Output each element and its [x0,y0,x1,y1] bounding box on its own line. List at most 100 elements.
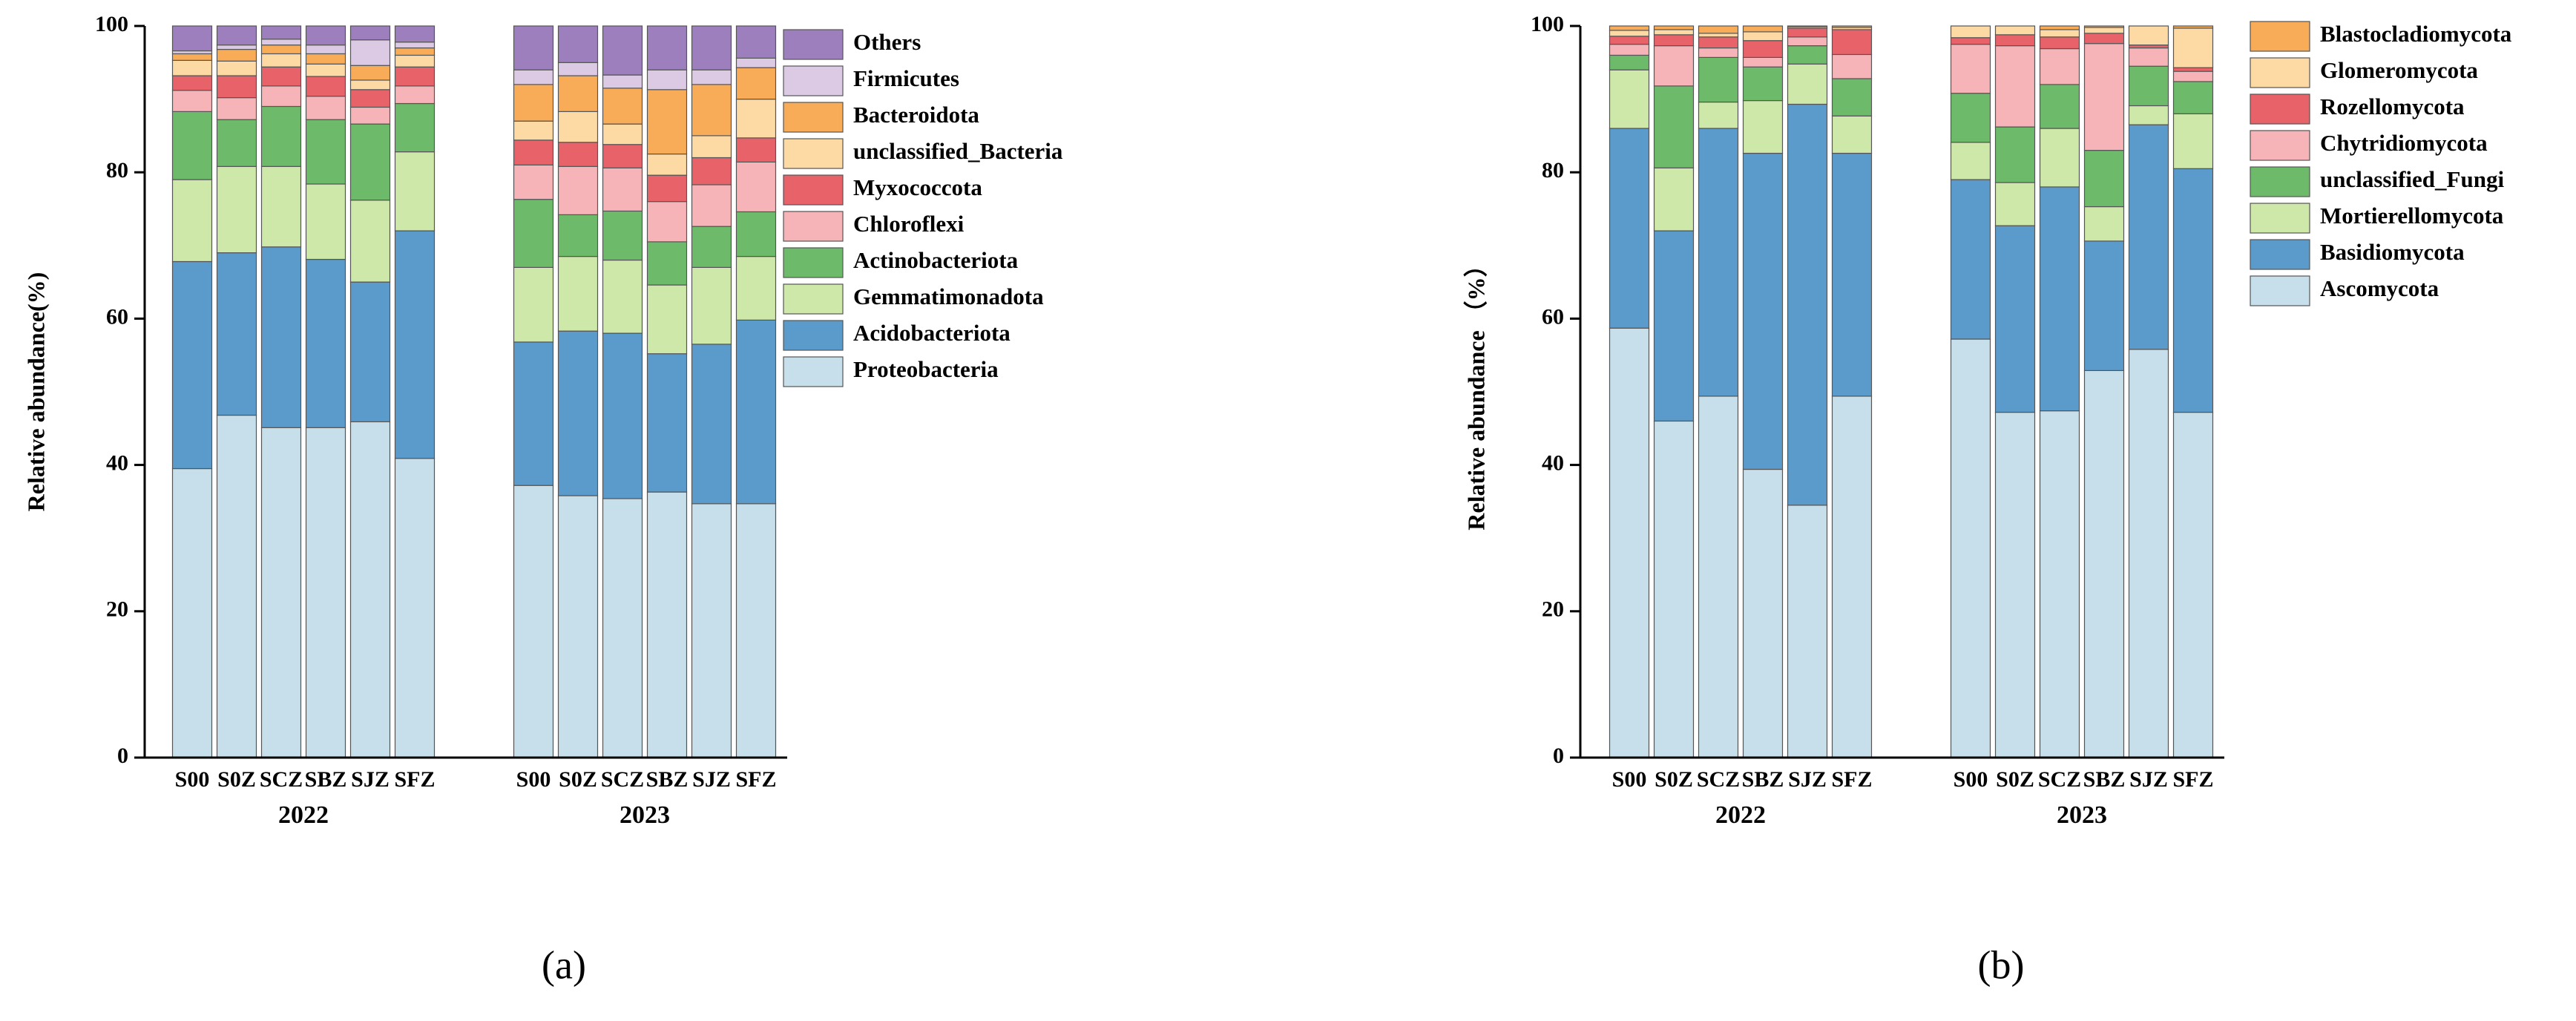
bar-segment [1653,25,1695,30]
bar-segment [602,88,643,125]
bar-segment [1698,33,1739,38]
group-label: 2022 [278,801,329,829]
x-tick-label: SBZ [2083,767,2126,792]
x-tick-label: S00 [1954,767,1988,792]
bar-segment [691,266,732,345]
bar-segment [1609,128,1650,329]
bar-segment [394,66,436,87]
bar-segment [1698,25,1739,34]
bar-segment [1742,56,1784,68]
bar-segment [1994,45,2036,128]
bar-segment [349,200,391,283]
bar-segment [1742,25,1784,33]
bar-segment [691,25,732,70]
y-tick-label: 100 [1531,12,1564,36]
bar-segment [2039,25,2080,30]
bar-segment [171,467,213,758]
bar-segment [216,97,257,120]
bar-segment [691,135,732,159]
bar-segment [735,99,777,139]
bar-segment [1950,37,1991,45]
bar-segment [602,498,643,758]
x-tick-label: SCZ [1697,767,1740,792]
bar-segment [1609,69,1650,129]
bar-segment [1831,25,1873,28]
bar-segment [1950,25,1991,39]
y-tick-label: 60 [1542,304,1564,329]
bar-segment [513,25,554,70]
y-tick-label: 80 [106,158,128,183]
bar-segment [1653,34,1695,47]
bar-segment [602,332,643,499]
bar-segment [1742,468,1784,758]
bar-segment [646,491,688,758]
bar-segment [1950,179,1991,340]
bar-segment [735,255,777,321]
bar-segment [2128,65,2169,107]
bar-segment [305,63,346,77]
bar-segment [557,75,599,112]
bar-segment [691,84,732,137]
x-tick-label: SBZ [1742,767,1784,792]
bar-segment [1698,56,1739,103]
bar-segment [1950,93,1991,143]
bar-segment [260,66,302,87]
legend-label: Ascomycota [2320,275,2439,301]
legend-swatch [783,356,844,387]
x-tick-label: S0Z [1655,767,1693,792]
bar-segment [2039,36,2080,50]
bar-segment [646,353,688,493]
legend-label: Gemmatimonadota [853,283,1044,309]
bar-segment [260,25,302,40]
bar-segment [1950,338,1991,758]
legend-swatch [2250,57,2310,88]
x-tick-label: SFZ [394,767,435,792]
bar-segment [305,258,346,428]
bar-segment [171,260,213,470]
bar-segment [557,214,599,257]
bar-segment [2039,186,2080,412]
bar-segment [1742,66,1784,102]
bar-segment [349,421,391,758]
bar-segment [602,74,643,89]
legend-swatch [2250,166,2310,197]
bar-segment [735,57,777,68]
bar-segment [305,25,346,46]
bar-segment [2083,25,2125,28]
bar-segment [646,89,688,155]
bar-segment [1950,142,1991,180]
bar-segment [171,90,213,112]
group-label: 2023 [2057,801,2107,829]
legend-swatch [2250,130,2310,161]
bar-segment [260,427,302,758]
legend-label: Blastocladiomycota [2320,21,2512,47]
y-tick-label: 20 [1542,597,1564,622]
bar-segment [513,485,554,758]
y-tick-label: 60 [106,304,128,329]
legend-swatch [2250,21,2310,52]
bar-segment [2083,27,2125,34]
x-tick-label: SBZ [646,767,689,792]
bar-segment [349,106,391,125]
bar-segment [171,75,213,91]
bar-segment [691,69,732,85]
bar-segment [260,246,302,428]
x-tick-label: S0Z [559,767,597,792]
bar-segment [2039,128,2080,188]
bar-segment [2083,150,2125,208]
bar-segment [216,60,257,76]
bar-segment [1994,34,2036,47]
bar-segment [557,62,599,76]
legend-label: unclassified_Fungi [2320,166,2504,192]
bar-segment [305,53,346,65]
x-tick-label: S0Z [217,767,256,792]
x-tick-label: SJZ [351,767,390,792]
bar-segment [349,25,391,41]
bar-segment [260,165,302,248]
bar-segment [2128,105,2169,125]
bar-segment [171,25,213,52]
legend-label: Acidobacteriota [853,320,1011,346]
bar-segment [305,427,346,758]
bar-segment [2039,29,2080,38]
